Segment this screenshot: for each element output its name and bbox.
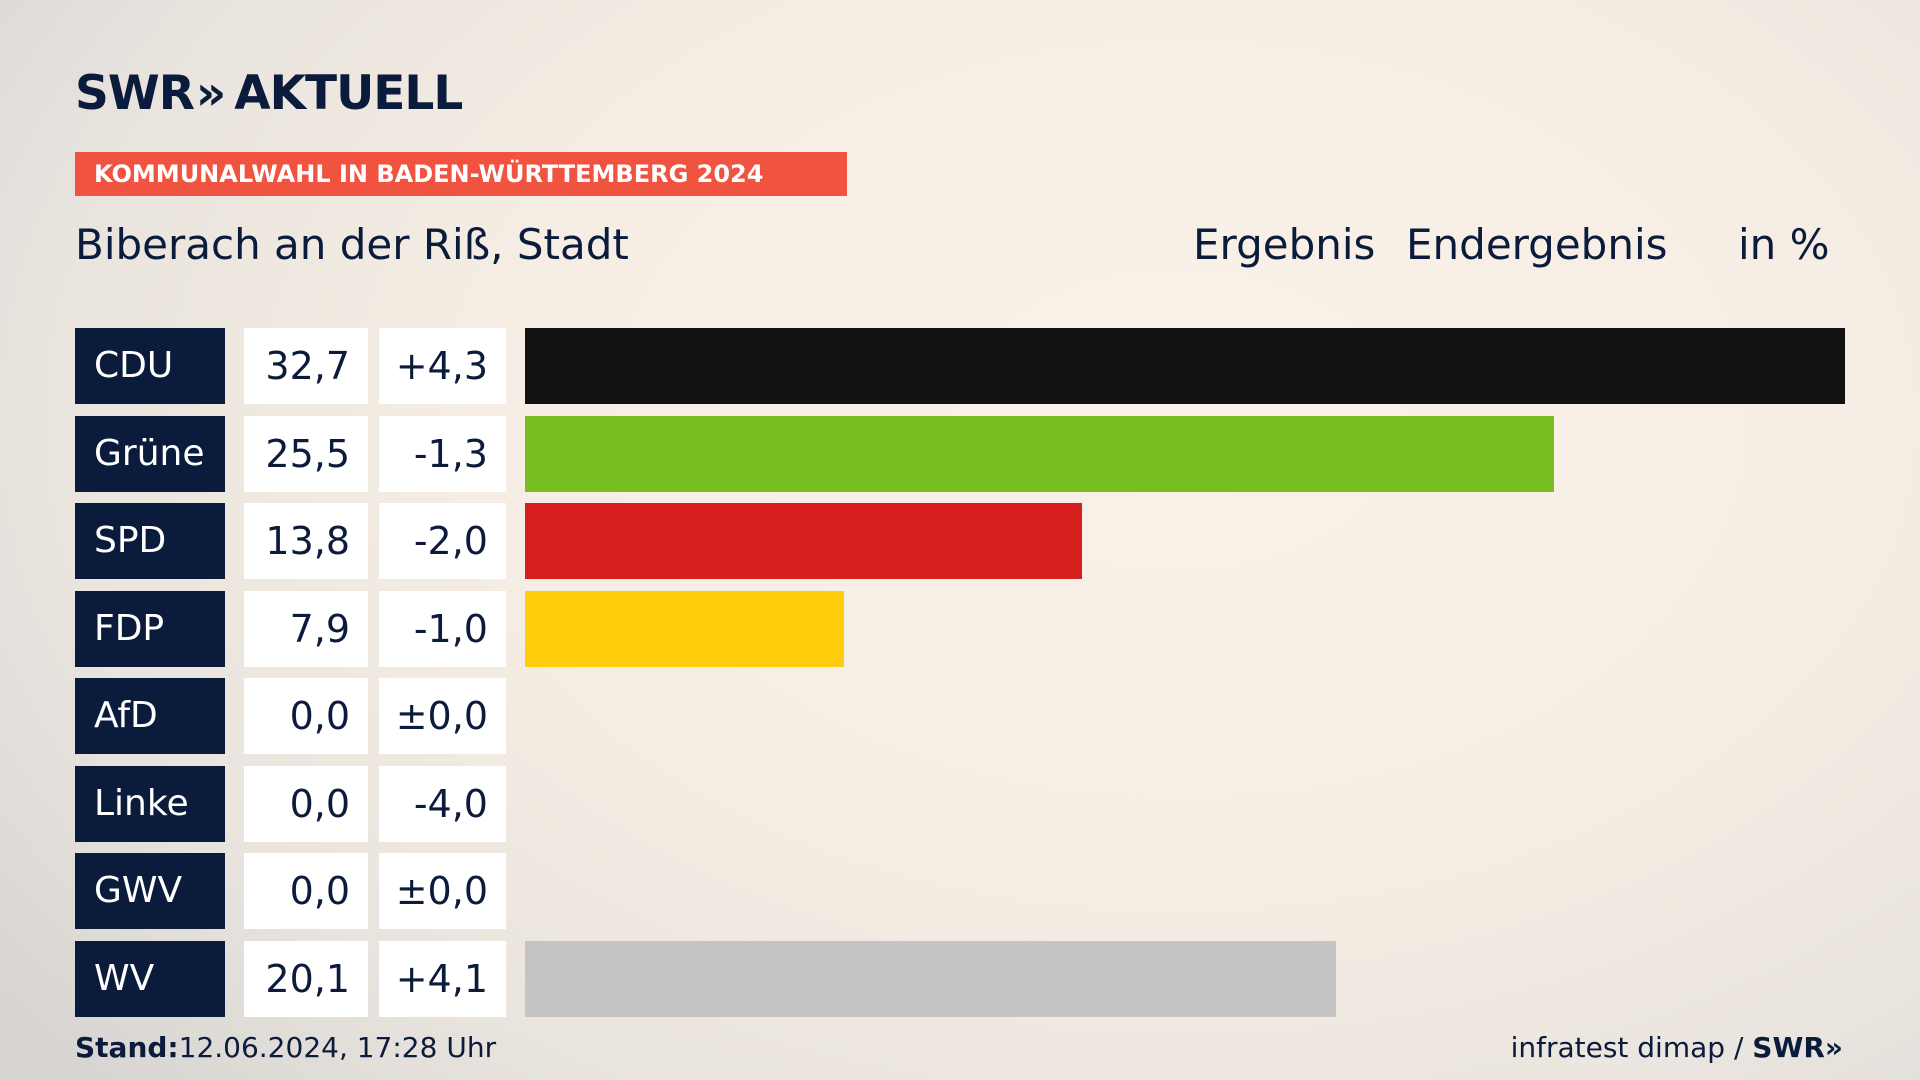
result-row: WV 20,1 +4,1 [0, 940, 1920, 1017]
election-banner: KOMMUNALWAHL IN BADEN-WÜRTTEMBERG 2024 [75, 152, 847, 196]
result-value: 0,0 [244, 765, 368, 842]
party-label: FDP [75, 590, 225, 667]
column-header-final: Endergebnis [1406, 220, 1668, 269]
result-value: 7,9 [244, 590, 368, 667]
region-title: Biberach an der Riß, Stadt [75, 220, 629, 269]
result-row: GWV 0,0 ±0,0 [0, 853, 1920, 929]
result-value: 0,0 [244, 678, 368, 754]
result-value: 13,8 [244, 503, 368, 579]
result-diff: -1,3 [379, 415, 506, 492]
party-label: SPD [75, 503, 225, 579]
party-label: AfD [75, 678, 225, 754]
result-row: AfD 0,0 ±0,0 [0, 678, 1920, 754]
party-label: WV [75, 940, 225, 1017]
result-diff: -4,0 [379, 765, 506, 842]
result-diff: -1,0 [379, 590, 506, 667]
party-label: CDU [75, 328, 225, 404]
timestamp: Stand:12.06.2024, 17:28 Uhr [75, 1031, 496, 1064]
result-diff: +4,1 [379, 940, 506, 1017]
source-swr-logo: SWR» [1752, 1031, 1843, 1064]
result-row: CDU 32,7 +4,3 [0, 328, 1920, 404]
result-row: SPD 13,8 -2,0 [0, 503, 1920, 579]
result-bar [525, 328, 1845, 404]
source-credit: infratest dimap / SWR» [1511, 1031, 1843, 1064]
logo-aktuell: AKTUELL [234, 66, 463, 121]
party-label: GWV [75, 853, 225, 929]
result-bar [525, 940, 1337, 1017]
result-value: 20,1 [244, 940, 368, 1017]
result-value: 32,7 [244, 328, 368, 404]
result-diff: ±0,0 [379, 853, 506, 929]
column-header-unit: in % [1738, 220, 1830, 269]
result-row: Grüne 25,5 -1,3 [0, 415, 1920, 492]
column-header-result: Ergebnis [1193, 220, 1376, 269]
result-value: 25,5 [244, 415, 368, 492]
result-row: FDP 7,9 -1,0 [0, 590, 1920, 667]
stand-label: Stand: [75, 1031, 179, 1064]
source-text: infratest dimap / [1510, 1031, 1744, 1064]
logo-swr: SWR [75, 66, 195, 121]
result-diff: +4,3 [379, 328, 506, 404]
logo-chevron-icon: » [195, 66, 227, 121]
result-row: Linke 0,0 -4,0 [0, 765, 1920, 842]
result-bar [525, 503, 1083, 579]
result-diff: ±0,0 [379, 678, 506, 754]
stand-value: 12.06.2024, 17:28 Uhr [178, 1031, 497, 1064]
party-label: Linke [75, 765, 225, 842]
result-bar [525, 590, 844, 667]
result-value: 0,0 [244, 853, 368, 929]
party-label: Grüne [75, 415, 225, 492]
result-bar [525, 415, 1555, 492]
swr-aktuell-logo: SWR» AKTUELL [75, 66, 463, 121]
result-diff: -2,0 [379, 503, 506, 579]
